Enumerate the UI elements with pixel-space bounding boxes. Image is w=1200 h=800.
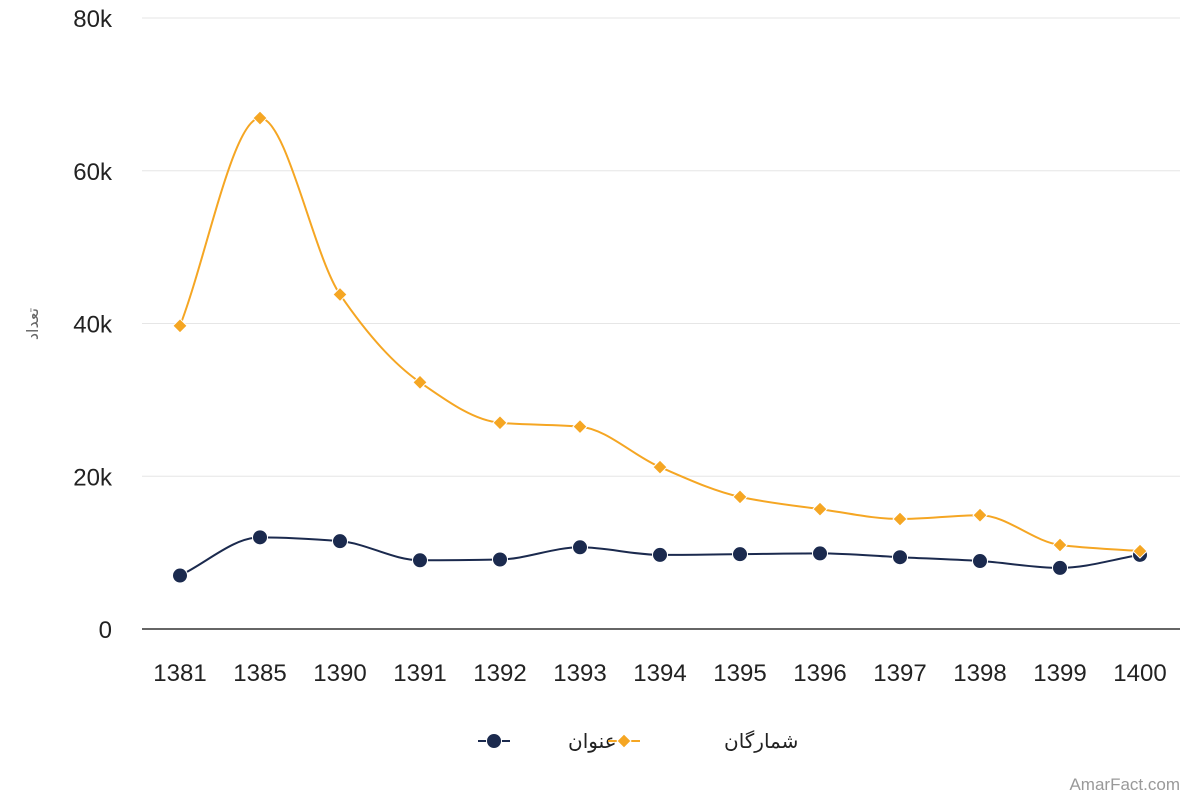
y-axis-label: تعداد — [23, 308, 42, 340]
grid-lines — [142, 17, 1180, 630]
data-point — [252, 529, 268, 546]
x-tick-label: 1397 — [873, 660, 926, 687]
x-tick-label: 1399 — [1033, 660, 1086, 687]
x-tick-label: 1395 — [713, 660, 766, 687]
y-axis-ticks: 0 20k 40k 60k 80k — [73, 6, 113, 644]
data-point — [972, 553, 988, 570]
data-point — [412, 552, 428, 569]
x-tick-label: 1400 — [1113, 660, 1166, 687]
data-point — [572, 539, 588, 556]
legend-item[interactable]: شمارگان — [608, 729, 798, 753]
data-point — [812, 501, 828, 517]
series-diamond — [172, 110, 1148, 559]
data-point — [892, 549, 908, 566]
data-point — [252, 110, 268, 126]
x-tick-label: 1390 — [313, 660, 366, 687]
legend-label: شمارگان — [724, 729, 798, 753]
y-tick-label: 20k — [73, 464, 113, 491]
data-point — [972, 507, 988, 523]
data-point — [332, 286, 348, 303]
data-point — [1052, 559, 1068, 576]
data-point — [492, 415, 508, 431]
x-tick-label: 1391 — [393, 660, 446, 687]
x-axis-ticks: 1381 1385 1390 1391 1392 1393 1394 1395 1396 1397… — [153, 660, 1166, 687]
series-line — [179, 117, 1141, 553]
data-point — [652, 546, 668, 563]
data-point — [1052, 537, 1068, 553]
legend-marker — [616, 733, 632, 749]
data-point — [412, 374, 428, 391]
data-point — [572, 418, 588, 435]
data-point — [652, 459, 668, 475]
series-group — [172, 110, 1148, 584]
legend-item[interactable]: عنوان — [478, 729, 617, 753]
data-point — [1132, 543, 1148, 559]
x-tick-label: 1385 — [233, 660, 286, 687]
data-point — [172, 318, 188, 334]
y-tick-label: 60k — [73, 159, 113, 186]
data-point — [332, 533, 348, 550]
y-tick-label: 80k — [73, 6, 113, 33]
data-point — [732, 489, 748, 505]
y-tick-label: 0 — [99, 617, 112, 644]
data-point — [492, 551, 508, 568]
y-tick-label: 40k — [73, 312, 113, 339]
x-tick-label: 1396 — [793, 660, 846, 687]
x-tick-label: 1398 — [953, 660, 1006, 687]
data-point — [812, 545, 828, 562]
x-tick-label: 1394 — [633, 660, 686, 687]
x-tick-label: 1393 — [553, 660, 606, 687]
legend: عنوان شمارگان — [478, 729, 798, 753]
series-circle — [172, 529, 1148, 584]
data-point — [892, 511, 908, 527]
watermark: AmarFact.com — [1069, 775, 1180, 794]
legend-marker — [486, 733, 502, 749]
data-point — [172, 567, 188, 584]
data-point — [732, 546, 748, 563]
x-tick-label: 1381 — [153, 660, 206, 687]
x-tick-label: 1392 — [473, 660, 526, 687]
